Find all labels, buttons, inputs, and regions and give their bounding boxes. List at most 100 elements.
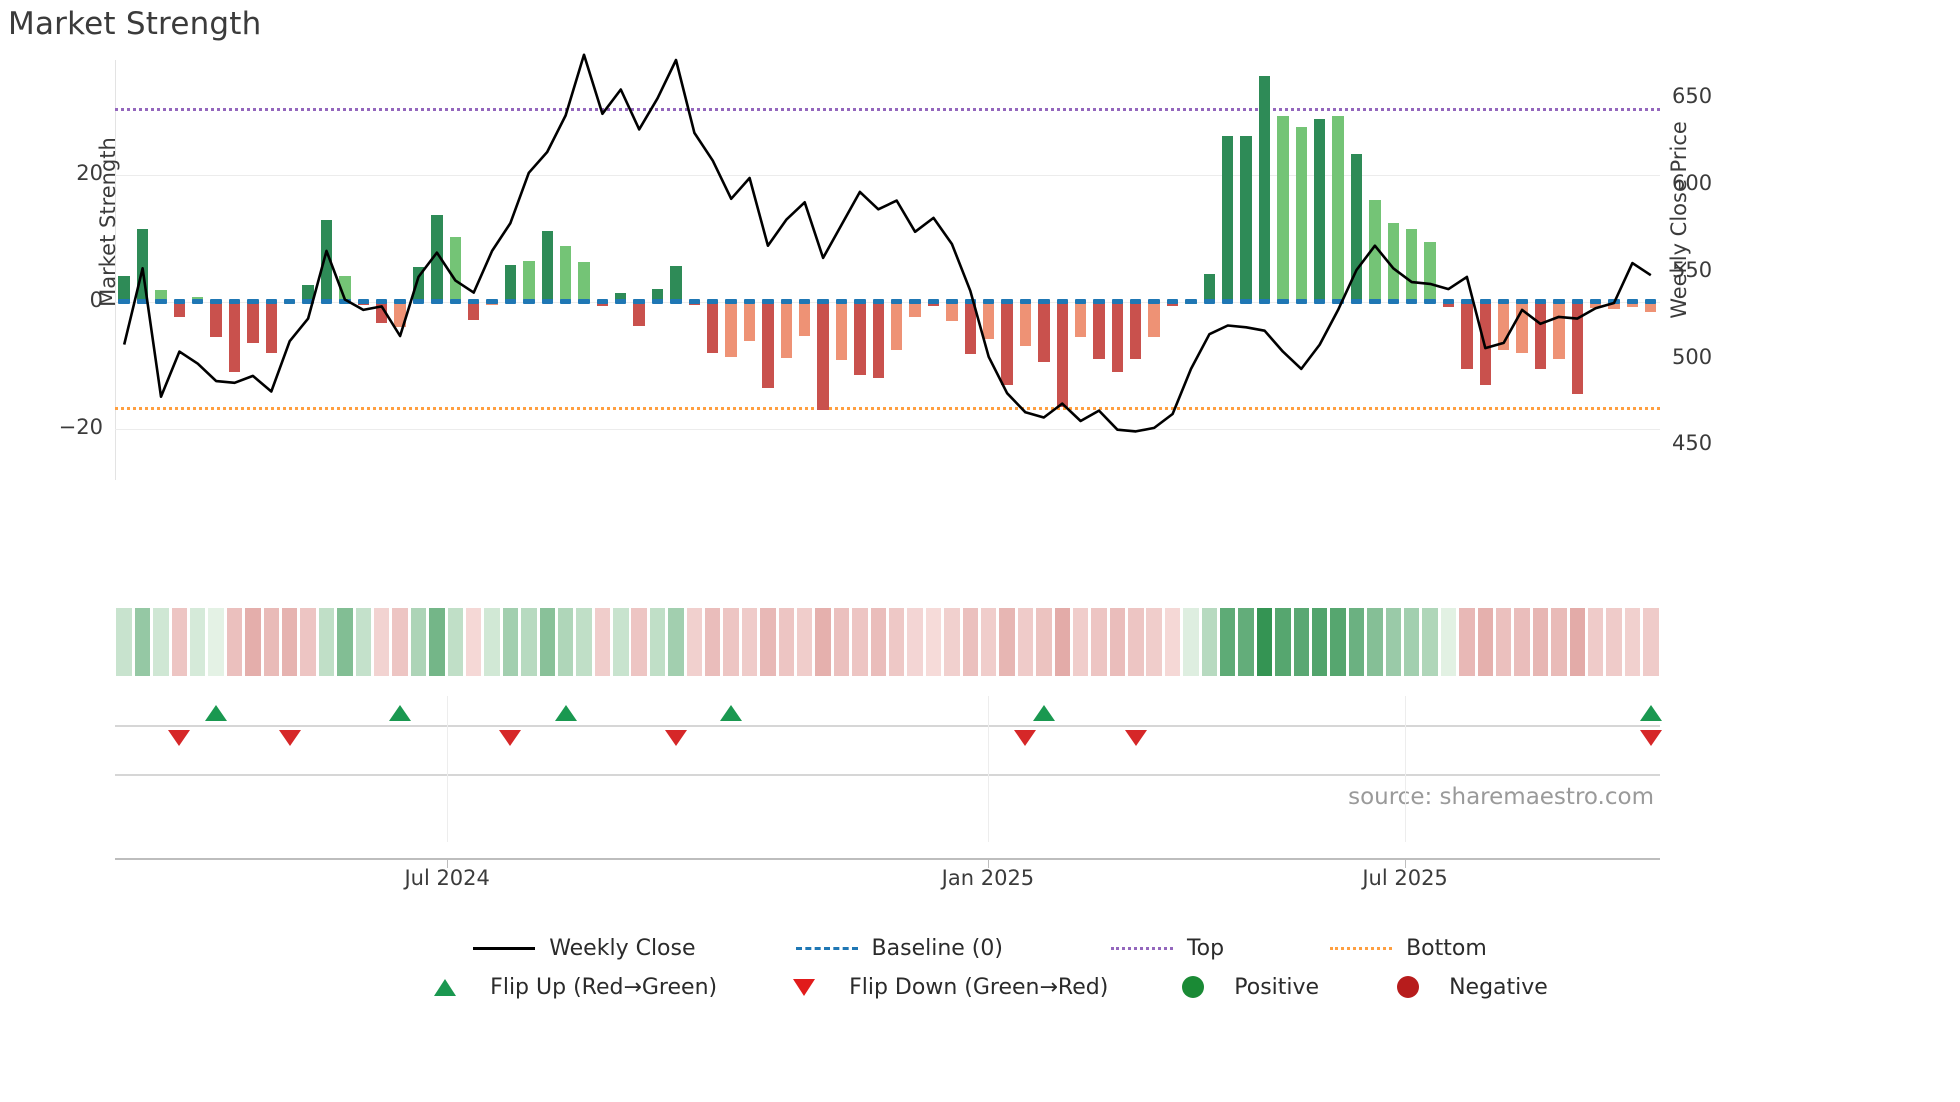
bar bbox=[799, 301, 811, 337]
baseline-segment bbox=[670, 299, 682, 305]
legend-item-flip-down[interactable]: Flip Down (Green→Red) bbox=[771, 967, 1108, 1007]
bar bbox=[173, 301, 186, 318]
baseline-segment bbox=[136, 299, 149, 305]
heatmap-cell bbox=[815, 608, 831, 676]
bar bbox=[559, 245, 572, 302]
legend-dotted-swatch bbox=[1330, 946, 1393, 950]
bar bbox=[1553, 301, 1565, 360]
x-tick-label: Jul 2024 bbox=[404, 866, 490, 890]
legend-item-top[interactable]: Top bbox=[1110, 928, 1224, 968]
baseline-segment bbox=[1405, 299, 1418, 305]
baseline-segment bbox=[1534, 299, 1547, 305]
baseline-segment bbox=[1314, 299, 1326, 305]
bar bbox=[578, 262, 590, 302]
bar bbox=[1314, 118, 1326, 302]
legend-item-positive[interactable]: Positive bbox=[1160, 967, 1319, 1007]
baseline-segment bbox=[1442, 299, 1455, 305]
flip-axis-line bbox=[115, 725, 1660, 727]
heatmap-cell bbox=[1017, 608, 1034, 676]
heatmap-cell bbox=[686, 608, 703, 676]
bar bbox=[762, 301, 774, 388]
left-spine bbox=[115, 60, 116, 480]
heatmap-cell bbox=[1036, 608, 1052, 676]
baseline-segment bbox=[1074, 299, 1087, 305]
heatmap-cell bbox=[907, 608, 923, 676]
heatmap-cell bbox=[613, 608, 629, 676]
baseline-segment bbox=[1185, 299, 1197, 305]
heatmap-cell bbox=[1128, 608, 1144, 676]
baseline-segment bbox=[302, 299, 314, 305]
baseline-segment bbox=[872, 299, 884, 305]
legend-item-baseline[interactable]: Baseline (0) bbox=[795, 928, 1003, 968]
heatmap-cell bbox=[1164, 608, 1181, 676]
heatmap-cell bbox=[1385, 608, 1402, 676]
heatmap-cell bbox=[1091, 608, 1107, 676]
legend-label: Flip Up (Red→Green) bbox=[490, 974, 718, 1000]
baseline-segment bbox=[1369, 299, 1381, 305]
bar bbox=[155, 290, 167, 302]
y-tick-right: 600 bbox=[1672, 170, 1713, 195]
baseline-segment bbox=[780, 299, 793, 305]
bar bbox=[909, 301, 921, 318]
bar bbox=[247, 301, 259, 344]
heatmap-cell bbox=[521, 608, 537, 676]
legend-item-bottom[interactable]: Bottom bbox=[1330, 928, 1487, 968]
bar bbox=[504, 264, 517, 302]
x-gridline bbox=[447, 756, 449, 842]
heatmap-cell bbox=[778, 608, 795, 676]
baseline-segment bbox=[725, 299, 737, 305]
legend-label: Positive bbox=[1234, 974, 1320, 1000]
baseline-segment bbox=[909, 299, 921, 305]
y-tick-right: 550 bbox=[1672, 257, 1713, 282]
baseline-segment bbox=[1148, 299, 1160, 305]
heatmap-cell bbox=[888, 608, 905, 676]
baseline-segment bbox=[1111, 299, 1124, 305]
heatmap-cell bbox=[1403, 608, 1420, 676]
gridline bbox=[115, 301, 1660, 303]
legend-item-flip-up[interactable]: Flip Up (Red→Green) bbox=[412, 967, 717, 1007]
bar bbox=[982, 301, 995, 339]
heatmap-cell bbox=[1495, 608, 1512, 676]
baseline-segment bbox=[394, 299, 406, 305]
bar bbox=[927, 301, 940, 307]
legend-item-weekly-close[interactable]: Weekly Close bbox=[473, 928, 696, 968]
legend-dash-swatch bbox=[795, 946, 858, 950]
x-gridline bbox=[1405, 696, 1407, 756]
heatmap-cell bbox=[576, 608, 592, 676]
bar-series bbox=[115, 60, 1660, 480]
bar bbox=[118, 276, 130, 302]
heatmap-cell bbox=[1367, 608, 1383, 676]
x-tick-mark bbox=[447, 860, 449, 868]
baseline-segment bbox=[762, 299, 774, 305]
bar bbox=[964, 301, 976, 354]
baseline-segment bbox=[339, 299, 351, 305]
bar bbox=[302, 285, 314, 302]
heatmap-cell bbox=[447, 608, 463, 676]
bar bbox=[1497, 301, 1510, 351]
heatmap-cell bbox=[1348, 608, 1365, 676]
heatmap-cell bbox=[1440, 608, 1457, 676]
bar bbox=[817, 301, 829, 410]
heatmap-cell bbox=[465, 608, 482, 676]
bar bbox=[835, 301, 848, 361]
heatmap-cell bbox=[1587, 608, 1604, 676]
heatmap-cell bbox=[1293, 608, 1310, 676]
baseline-segment bbox=[1258, 299, 1271, 305]
bar bbox=[1442, 301, 1455, 307]
legend-item-negative[interactable]: Negative bbox=[1375, 967, 1548, 1007]
main-plot: Market Strength Weekly Close Price 20 0 −2… bbox=[59, 60, 1712, 480]
circle-icon bbox=[1182, 976, 1205, 998]
baseline-segment bbox=[1589, 299, 1602, 305]
bar bbox=[210, 301, 222, 337]
baseline-segment bbox=[1332, 299, 1344, 305]
baseline-segment bbox=[1479, 299, 1491, 305]
bar bbox=[946, 301, 958, 321]
x-tick-label: Jan 2025 bbox=[941, 866, 1035, 890]
baseline-segment bbox=[651, 299, 664, 305]
bar bbox=[1111, 301, 1124, 372]
bar bbox=[1001, 301, 1013, 385]
baseline-segment bbox=[559, 299, 572, 305]
x-gridline bbox=[987, 696, 989, 756]
baseline-segment bbox=[1516, 299, 1528, 305]
heatmap-cell bbox=[484, 608, 500, 676]
